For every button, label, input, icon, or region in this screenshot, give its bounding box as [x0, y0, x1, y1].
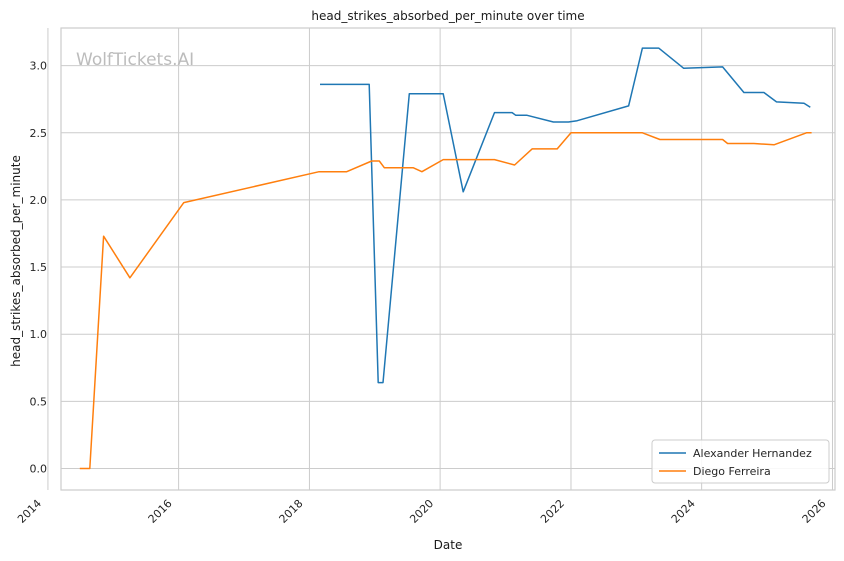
- chart-title: head_strikes_absorbed_per_minute over ti…: [311, 9, 584, 23]
- plot-frame: [60, 27, 836, 491]
- y-tick-label: 1.5: [30, 261, 48, 274]
- x-tick-label: 2026: [800, 497, 829, 526]
- y-tick-label: 2.5: [30, 127, 48, 140]
- series-lines: [79, 47, 812, 470]
- watermark: WolfTickets.AI: [76, 50, 194, 70]
- legend-label-diego-ferreira: Diego Ferreira: [693, 465, 771, 478]
- x-tick-label: 2016: [146, 497, 175, 526]
- y-tick-label: 0.0: [30, 463, 48, 476]
- series-line-alexander-hernandez: [320, 47, 811, 384]
- series-line-diego-ferreira: [79, 132, 812, 470]
- legend: Alexander Hernandez Diego Ferreira: [651, 439, 830, 484]
- legend-box: [651, 439, 830, 484]
- y-tick-label: 3.0: [30, 60, 48, 73]
- grid-lines: [47, 28, 835, 490]
- y-axis-label: head_strikes_absorbed_per_minute: [9, 155, 23, 367]
- x-tick-label: 2024: [669, 497, 698, 526]
- x-tick-label: 2014: [15, 497, 44, 526]
- x-axis-label: Date: [434, 538, 463, 552]
- x-tick-labels: 2014 2016 2018 2020 2022 2024 2026: [15, 497, 829, 526]
- y-tick-label: 2.0: [30, 194, 48, 207]
- y-tick-label: 0.5: [30, 395, 48, 408]
- x-tick-label: 2020: [407, 497, 436, 526]
- legend-label-alexander-hernandez: Alexander Hernandez: [693, 447, 812, 460]
- y-tick-label: 1.0: [30, 328, 48, 341]
- y-tick-labels: 0.0 0.5 1.0 1.5 2.0 2.5 3.0: [30, 60, 48, 476]
- x-tick-label: 2018: [277, 497, 306, 526]
- x-tick-label: 2022: [538, 497, 567, 526]
